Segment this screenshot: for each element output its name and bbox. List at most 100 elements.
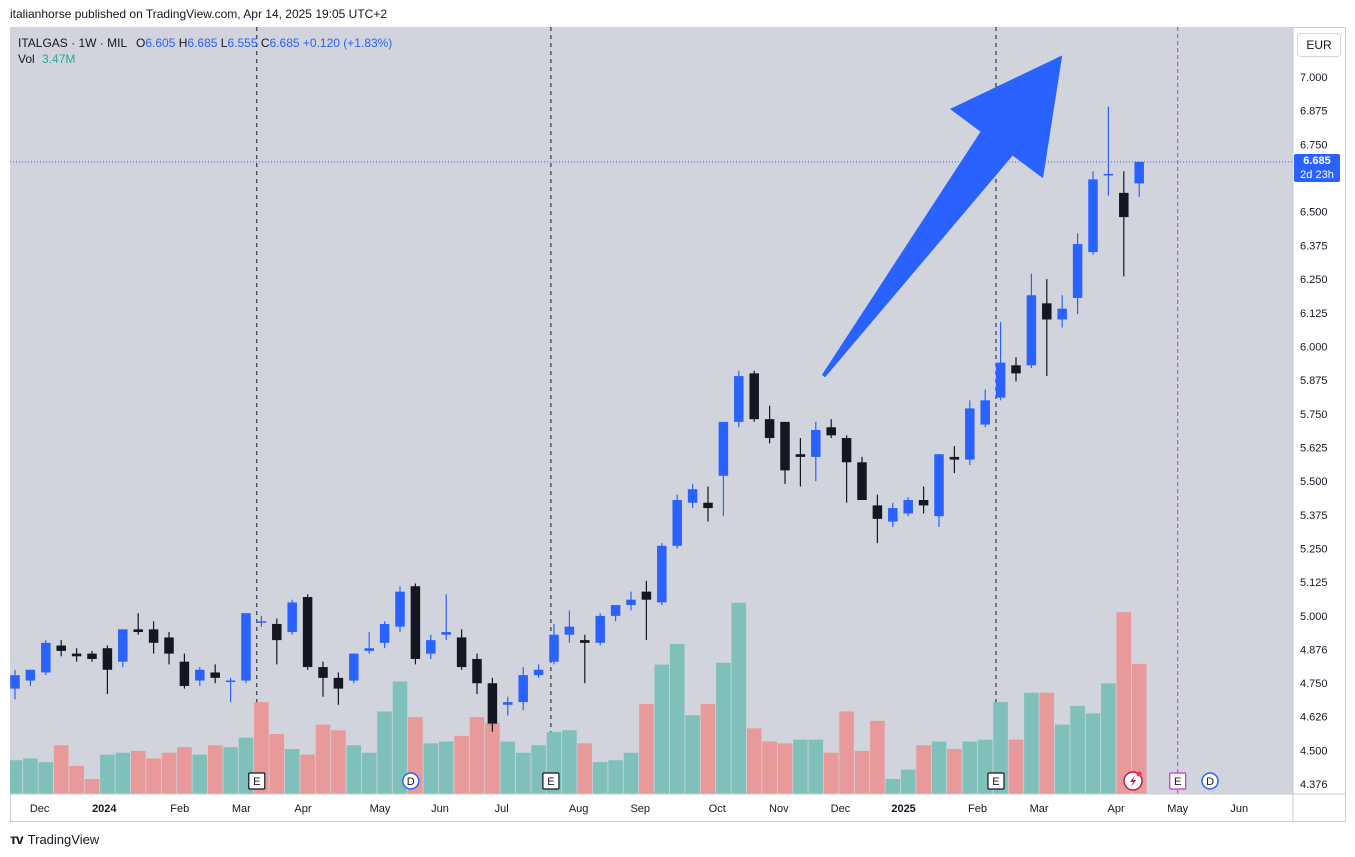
price-tick-label: 4.500 xyxy=(1300,746,1328,758)
candle xyxy=(56,640,66,657)
volume-bar xyxy=(69,765,84,794)
candle-body xyxy=(503,702,513,705)
volume-bar xyxy=(53,745,69,794)
candle-body xyxy=(610,605,621,616)
volume-bar xyxy=(993,702,1008,794)
candle-body xyxy=(225,680,236,683)
tradingview-logo-icon: ᴛᴠ xyxy=(10,831,24,847)
volume-bar xyxy=(469,717,485,794)
candle xyxy=(287,599,297,635)
candle-body xyxy=(749,373,759,420)
candle xyxy=(456,629,467,670)
svg-text:E: E xyxy=(253,776,260,788)
volume-bar xyxy=(23,758,38,794)
time-tick-label: Dec xyxy=(831,803,851,815)
candle-body xyxy=(56,645,66,651)
candle xyxy=(872,494,883,544)
volume-bar xyxy=(592,762,608,794)
dividend-marker-icon[interactable]: D xyxy=(1201,772,1219,790)
candle xyxy=(811,421,821,482)
volume-bar xyxy=(623,752,639,794)
currency-button[interactable]: EUR xyxy=(1297,33,1341,57)
volume-bar xyxy=(254,702,269,794)
time-tick-label: Sep xyxy=(630,803,650,815)
candle xyxy=(1026,273,1037,368)
volume-bar xyxy=(885,779,901,794)
volume-bar xyxy=(1131,663,1147,794)
candle xyxy=(148,621,159,654)
price-axis[interactable]: 7.0006.8756.7506.6256.5006.3756.2506.125… xyxy=(1300,72,1328,791)
volume-row: Vol 3.47M xyxy=(18,51,392,67)
arrow-up-icon[interactable] xyxy=(821,55,1063,378)
candle xyxy=(1088,171,1098,255)
candle-body xyxy=(687,489,698,503)
candle-body xyxy=(949,456,960,460)
earnings-marker-icon[interactable]: E xyxy=(542,772,560,790)
candle xyxy=(826,419,836,439)
tradingview-logo[interactable]: ᴛᴠ TradingView xyxy=(10,831,99,847)
volume-bar xyxy=(1116,612,1132,794)
candle xyxy=(179,653,190,689)
candle xyxy=(764,405,775,444)
candle-body xyxy=(657,545,667,603)
candle xyxy=(487,677,498,732)
candle xyxy=(564,610,575,643)
candle xyxy=(25,669,36,686)
symbol-label[interactable]: ITALGAS · 1W · MIL xyxy=(18,36,127,50)
open-value: 6.605 xyxy=(145,36,176,50)
candle xyxy=(1119,171,1129,277)
price-tick-label: 7.000 xyxy=(1300,72,1328,84)
volume-bar xyxy=(562,730,577,794)
candle xyxy=(626,591,636,611)
candle-body xyxy=(1088,179,1098,253)
svg-text:D: D xyxy=(1206,776,1214,788)
vertical-lines xyxy=(256,27,1179,794)
volume-bar xyxy=(315,724,331,794)
candle xyxy=(687,483,698,509)
candle-body xyxy=(1026,295,1037,366)
candle xyxy=(333,672,344,705)
candle-body xyxy=(379,623,390,643)
candle xyxy=(349,653,359,684)
volume-bar xyxy=(1101,683,1116,794)
earnings-marker-icon[interactable]: E xyxy=(248,772,266,790)
candle-body xyxy=(1057,308,1067,320)
volume-bar xyxy=(161,752,177,794)
candle xyxy=(641,580,652,641)
time-tick-label: Nov xyxy=(769,803,789,815)
volume-bars xyxy=(10,602,1147,794)
candle xyxy=(672,494,682,549)
svg-text:D: D xyxy=(407,776,415,788)
news-flash-icon[interactable] xyxy=(1123,771,1143,791)
candle xyxy=(734,370,744,428)
volume-bar xyxy=(115,752,131,794)
candle xyxy=(980,389,990,428)
dividend-marker-icon[interactable]: D xyxy=(402,772,420,790)
volume-bar xyxy=(346,745,362,794)
candle-body xyxy=(1011,365,1021,374)
close-value: 6.685 xyxy=(269,36,300,50)
earnings-marker-icon[interactable]: E xyxy=(987,772,1005,790)
candle-body xyxy=(410,586,421,659)
candle xyxy=(195,667,205,686)
earnings-marker-icon[interactable]: E xyxy=(1169,772,1187,790)
candle-body xyxy=(595,615,605,643)
volume-bar xyxy=(654,664,670,794)
plot-background xyxy=(10,27,1293,794)
volume-bar xyxy=(608,760,623,794)
candle-body xyxy=(395,591,405,627)
price-tick-label: 5.625 xyxy=(1300,442,1328,454)
volume-bar xyxy=(1085,713,1101,794)
candle xyxy=(657,543,667,606)
volume-bar xyxy=(916,745,931,794)
price-tick-label: 6.250 xyxy=(1300,274,1328,286)
published-header: italianhorse published on TradingView.co… xyxy=(10,7,388,21)
candle-body xyxy=(1103,173,1114,176)
time-tick-label: Dec xyxy=(30,803,50,815)
high-label: H xyxy=(178,36,188,50)
candle-body xyxy=(703,502,713,509)
candle-body xyxy=(672,500,682,546)
time-axis[interactable]: Dec 2024 Feb Mar Apr May Jun Jul Aug Sep Oct Nov Dec… xyxy=(30,803,1248,815)
candle xyxy=(780,421,790,484)
chart-canvas[interactable]: E D E E E D 7.0006.8756.7506.6256.5006.3756.2… xyxy=(10,27,1346,822)
